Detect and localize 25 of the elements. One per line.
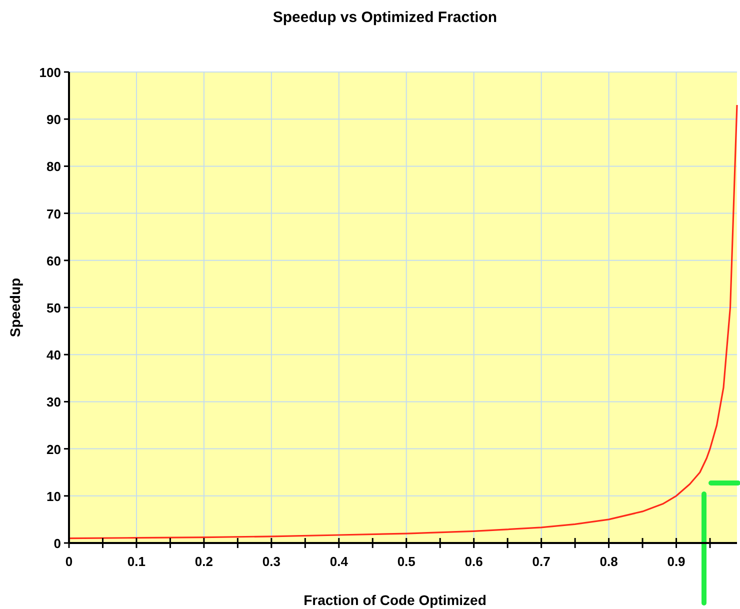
x-tick-label: 0.4: [330, 554, 349, 569]
x-tick-label: 0.1: [127, 554, 146, 569]
x-tick-label: 0.5: [397, 554, 416, 569]
y-tick-label: 30: [46, 394, 61, 410]
y-tick-label: 90: [46, 112, 61, 128]
x-tick-label: 0: [65, 554, 73, 569]
chart-title: Speedup vs Optimized Fraction: [272, 9, 498, 26]
x-tick-label: 0.6: [464, 554, 483, 569]
x-tick-label: 0.9: [667, 554, 686, 569]
x-axis-title: Fraction of Code Optimized: [304, 592, 486, 608]
y-tick-label: 20: [46, 442, 61, 457]
x-tick-label: 0.3: [262, 554, 280, 569]
line-series: [68, 104, 738, 540]
x-tick-label: 0.2: [194, 554, 213, 569]
x-tick-label: 0.7: [532, 554, 550, 569]
y-tick-label: 100: [39, 65, 61, 80]
x-tick-label: 0.8: [600, 554, 618, 569]
y-tick-label: 50: [46, 300, 61, 316]
y-tick-label: 70: [46, 206, 61, 222]
y-tick-label: 10: [46, 488, 61, 504]
y-tick-label: 60: [46, 253, 61, 268]
y-tick-label: 40: [46, 348, 61, 363]
y-tick-label: 80: [46, 159, 61, 174]
y-axis-title: Speedup: [7, 278, 23, 338]
y-tick-label: 0: [54, 536, 61, 551]
